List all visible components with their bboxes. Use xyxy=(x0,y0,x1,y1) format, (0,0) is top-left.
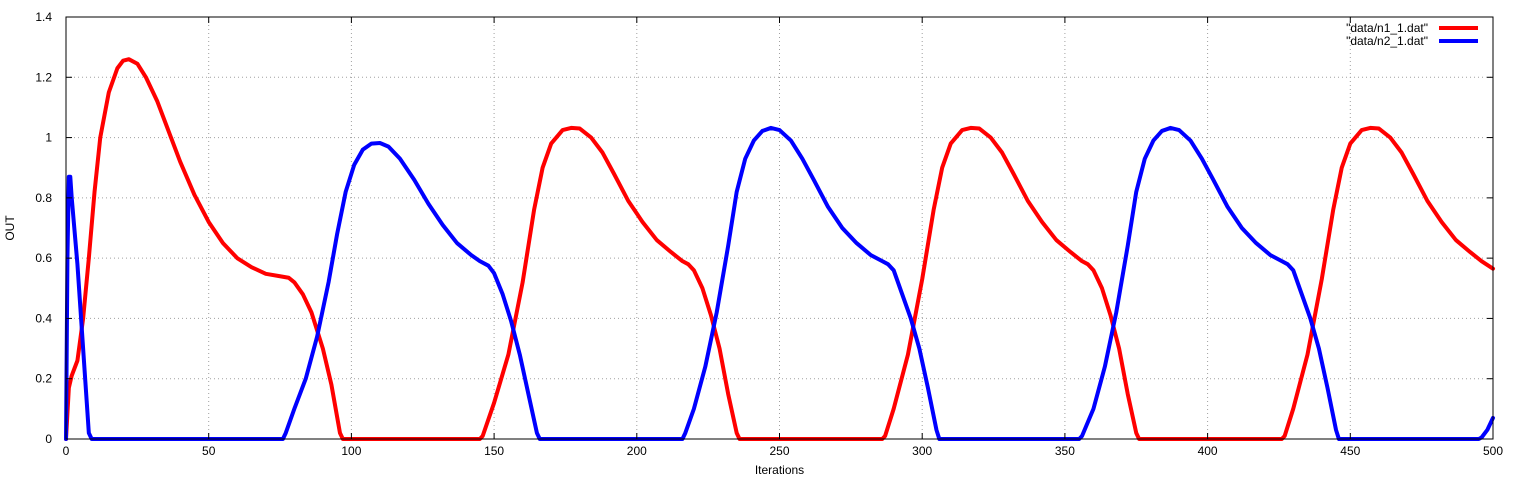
x-tick-label: 500 xyxy=(1483,444,1503,458)
x-tick-label: 400 xyxy=(1198,444,1218,458)
x-tick-label: 300 xyxy=(912,444,932,458)
x-axis-label: Iterations xyxy=(755,463,804,477)
y-tick-label: 0.8 xyxy=(35,191,52,205)
y-tick-label: 0.6 xyxy=(35,251,52,265)
legend: "data/n1_1.dat" "data/n2_1.dat" xyxy=(1346,21,1478,48)
y-tick-label: 0 xyxy=(45,432,52,446)
series-line-n1 xyxy=(64,57,1495,441)
axis-ticks: 0 50 100 150 200 250 300 350 400 450 500 0 0.2 0.4 0.6… xyxy=(35,10,1503,458)
y-axis-label: OUT xyxy=(3,215,17,241)
y-tick-label: 0.4 xyxy=(35,311,52,325)
x-tick-label: 250 xyxy=(769,444,789,458)
y-tick-label: 1.4 xyxy=(35,10,52,24)
x-tick-label: 0 xyxy=(63,444,70,458)
y-tick-label: 0.2 xyxy=(35,372,52,386)
x-tick-label: 350 xyxy=(1055,444,1075,458)
y-tick-label: 1.2 xyxy=(35,70,52,84)
x-tick-label: 450 xyxy=(1340,444,1360,458)
plot-border xyxy=(65,16,1494,440)
x-tick-label: 150 xyxy=(484,444,504,458)
x-tick-label: 200 xyxy=(627,444,647,458)
legend-label-n2: "data/n2_1.dat" xyxy=(1346,34,1428,48)
x-tick-label: 100 xyxy=(341,444,361,458)
legend-label-n1: "data/n1_1.dat" xyxy=(1346,21,1428,35)
series-lines xyxy=(64,57,1495,441)
y-tick-label: 1 xyxy=(45,131,52,145)
grid xyxy=(66,17,1493,439)
series-line-n2 xyxy=(64,125,1495,441)
x-tick-label: 50 xyxy=(202,444,216,458)
